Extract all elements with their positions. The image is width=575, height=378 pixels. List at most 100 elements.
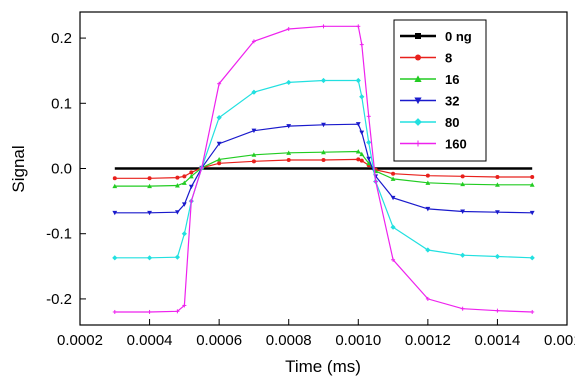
- series-2: [112, 149, 535, 189]
- legend-item: 160: [400, 137, 467, 152]
- x-tick-label: 0.0012: [405, 332, 451, 349]
- data-point: [495, 210, 500, 215]
- data-point: [390, 176, 396, 181]
- data-point: [460, 209, 466, 214]
- x-tick-label: 0.0010: [335, 332, 381, 349]
- data-point: [175, 183, 180, 188]
- data-point: [425, 173, 430, 178]
- series-3: [112, 122, 535, 216]
- data-point: [355, 122, 361, 127]
- data-point: [251, 39, 256, 44]
- data-point: [425, 296, 430, 301]
- data-point: [112, 176, 117, 181]
- x-tick-label: 0.0014: [474, 332, 520, 349]
- data-point: [495, 182, 500, 187]
- data-point: [495, 308, 500, 313]
- data-point: [251, 159, 256, 164]
- legend-item: 80: [400, 115, 459, 130]
- y-axis-title: Signal: [9, 145, 28, 192]
- data-point: [175, 210, 180, 215]
- data-point: [460, 306, 465, 311]
- data-point: [391, 257, 396, 262]
- data-point: [495, 174, 500, 179]
- data-point: [216, 115, 222, 121]
- legend-label: 160: [445, 137, 467, 152]
- y-tick-label: 0.2: [51, 30, 72, 47]
- data-point: [529, 255, 535, 261]
- data-point: [390, 195, 396, 201]
- data-point: [321, 158, 326, 163]
- data-point: [188, 173, 194, 179]
- data-point: [174, 254, 180, 260]
- data-point: [199, 165, 204, 170]
- data-point: [414, 75, 422, 82]
- legend-label: 8: [445, 51, 452, 66]
- data-point: [286, 124, 292, 129]
- legend-label: 80: [445, 115, 459, 130]
- data-point: [147, 309, 152, 314]
- data-point: [321, 24, 326, 29]
- data-point: [529, 182, 535, 187]
- data-point: [415, 140, 421, 147]
- legend-item: 16: [400, 72, 459, 87]
- series-4: [112, 77, 535, 261]
- data-point: [359, 94, 365, 100]
- data-point: [356, 24, 361, 29]
- data-point: [181, 202, 187, 207]
- data-point: [366, 139, 372, 146]
- data-point: [320, 77, 327, 84]
- data-point: [112, 255, 118, 261]
- legend-box: [393, 19, 487, 162]
- data-point: [181, 180, 187, 185]
- x-tick-label: 0.0002: [57, 332, 103, 349]
- x-axis-title: Time (ms): [285, 357, 361, 376]
- data-point: [529, 210, 535, 216]
- data-point: [182, 303, 187, 308]
- data-point: [175, 309, 180, 314]
- data-point: [414, 97, 422, 105]
- data-point: [366, 160, 372, 166]
- x-tick-label: 0.0008: [266, 332, 312, 349]
- data-point: [355, 149, 361, 154]
- data-point: [251, 128, 257, 134]
- data-point: [460, 252, 466, 258]
- data-point: [494, 253, 501, 260]
- data-point: [321, 122, 326, 128]
- series-layer: [112, 24, 535, 314]
- data-point: [359, 42, 364, 47]
- data-point: [182, 174, 187, 179]
- legend: 0 ng 8 16 32 80 160: [393, 19, 487, 162]
- data-point: [251, 152, 257, 157]
- data-point: [359, 130, 365, 136]
- data-point: [147, 210, 152, 216]
- x-tick-label: 0.0006: [196, 332, 242, 349]
- data-point: [146, 255, 153, 261]
- data-point: [112, 183, 118, 189]
- y-tick-label: 0.0: [51, 161, 72, 178]
- data-point: [530, 174, 535, 179]
- legend-item: 0 ng: [400, 29, 472, 44]
- data-point: [175, 175, 180, 180]
- data-point: [425, 180, 431, 185]
- legend-item: 8: [400, 51, 452, 66]
- data-point: [147, 183, 152, 189]
- series-5: [112, 24, 535, 314]
- data-point: [286, 79, 292, 86]
- tick-layer: 0.0002 0.0004 0.0006 0.0008 0.0010 0.0012 0.00…: [46, 30, 575, 349]
- data-point: [425, 247, 431, 253]
- data-point: [425, 206, 431, 212]
- x-tick-label: 0.0016: [544, 332, 575, 349]
- data-point: [112, 309, 117, 314]
- legend-label: 16: [445, 72, 459, 87]
- data-point: [530, 309, 535, 314]
- data-point: [251, 89, 257, 95]
- x-tick-label: 0.0004: [127, 332, 173, 349]
- data-point: [216, 141, 222, 147]
- data-point: [286, 26, 291, 31]
- data-point: [112, 210, 118, 216]
- data-point: [188, 184, 194, 190]
- data-point: [181, 231, 187, 237]
- data-point: [460, 174, 465, 179]
- data-point: [147, 176, 152, 181]
